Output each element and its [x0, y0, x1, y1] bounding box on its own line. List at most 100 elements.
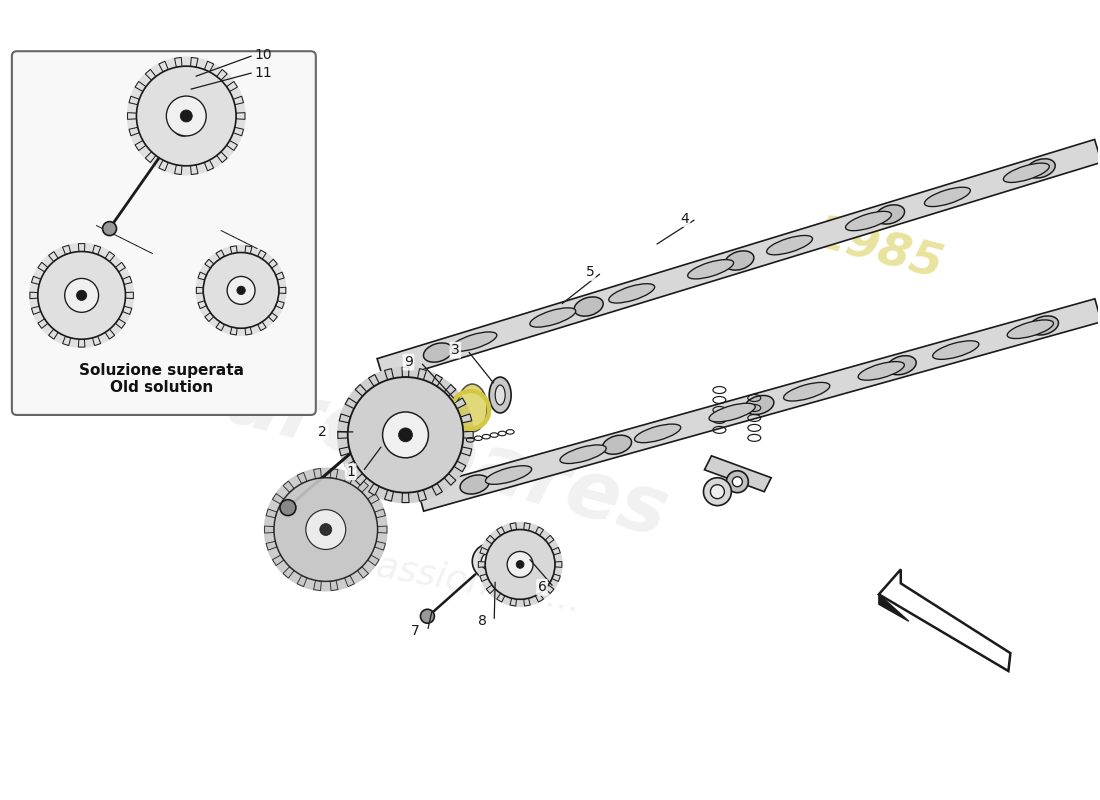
- Circle shape: [711, 485, 725, 498]
- Polygon shape: [216, 250, 224, 259]
- Circle shape: [398, 428, 412, 442]
- Polygon shape: [454, 398, 466, 409]
- Polygon shape: [478, 562, 485, 567]
- Polygon shape: [266, 509, 277, 518]
- Polygon shape: [339, 414, 351, 423]
- Polygon shape: [233, 96, 243, 105]
- Text: 8: 8: [477, 614, 486, 628]
- Polygon shape: [175, 165, 182, 174]
- Circle shape: [227, 277, 255, 304]
- Polygon shape: [431, 483, 442, 495]
- Circle shape: [65, 278, 99, 312]
- Polygon shape: [245, 327, 252, 335]
- Polygon shape: [536, 527, 543, 535]
- Ellipse shape: [688, 259, 734, 279]
- Circle shape: [733, 477, 742, 486]
- Polygon shape: [375, 509, 385, 518]
- Ellipse shape: [725, 251, 754, 270]
- Polygon shape: [297, 575, 307, 586]
- Polygon shape: [48, 252, 58, 262]
- Circle shape: [485, 530, 556, 599]
- Text: 11: 11: [254, 66, 272, 80]
- Polygon shape: [402, 493, 409, 502]
- Text: 2: 2: [318, 425, 327, 439]
- Ellipse shape: [887, 356, 916, 374]
- Circle shape: [420, 610, 434, 623]
- Text: 5: 5: [585, 266, 594, 279]
- Polygon shape: [122, 276, 132, 285]
- Polygon shape: [345, 461, 358, 472]
- Polygon shape: [368, 374, 379, 386]
- Circle shape: [77, 290, 87, 301]
- Polygon shape: [375, 542, 385, 550]
- Polygon shape: [205, 259, 213, 268]
- Circle shape: [383, 412, 428, 458]
- Ellipse shape: [458, 384, 487, 432]
- FancyBboxPatch shape: [12, 51, 316, 415]
- Polygon shape: [879, 594, 909, 622]
- Circle shape: [507, 551, 534, 578]
- Polygon shape: [377, 526, 387, 533]
- Polygon shape: [367, 555, 380, 566]
- Ellipse shape: [1003, 163, 1049, 182]
- Polygon shape: [480, 574, 488, 582]
- Polygon shape: [78, 244, 85, 252]
- Polygon shape: [205, 313, 213, 322]
- Circle shape: [180, 110, 192, 122]
- Text: 3: 3: [451, 343, 460, 357]
- Polygon shape: [245, 246, 252, 254]
- Ellipse shape: [608, 284, 654, 303]
- Ellipse shape: [846, 211, 891, 230]
- Polygon shape: [879, 570, 1011, 671]
- Polygon shape: [283, 481, 294, 492]
- Polygon shape: [283, 566, 294, 578]
- Polygon shape: [37, 319, 47, 328]
- Polygon shape: [552, 547, 560, 555]
- Polygon shape: [385, 490, 394, 501]
- Polygon shape: [279, 287, 286, 294]
- Polygon shape: [330, 469, 338, 478]
- Polygon shape: [510, 598, 517, 606]
- Circle shape: [478, 522, 562, 606]
- Polygon shape: [524, 598, 530, 606]
- Polygon shape: [536, 594, 543, 602]
- Text: 1985: 1985: [810, 212, 948, 290]
- Polygon shape: [128, 113, 136, 119]
- Polygon shape: [116, 262, 125, 272]
- Polygon shape: [344, 473, 354, 484]
- Polygon shape: [236, 113, 245, 119]
- Polygon shape: [497, 527, 505, 535]
- Polygon shape: [554, 562, 562, 567]
- Polygon shape: [418, 490, 427, 501]
- Circle shape: [128, 57, 245, 174]
- Polygon shape: [297, 473, 307, 484]
- Circle shape: [166, 96, 206, 136]
- Ellipse shape: [933, 341, 979, 359]
- Polygon shape: [265, 526, 274, 533]
- Polygon shape: [497, 594, 505, 602]
- Polygon shape: [546, 585, 554, 594]
- Ellipse shape: [485, 466, 531, 484]
- Ellipse shape: [495, 385, 505, 405]
- Text: 4: 4: [680, 212, 689, 226]
- Polygon shape: [314, 469, 321, 478]
- Polygon shape: [417, 298, 1100, 511]
- Circle shape: [704, 478, 732, 506]
- Polygon shape: [268, 313, 277, 322]
- Polygon shape: [158, 160, 168, 170]
- Polygon shape: [116, 319, 125, 328]
- Polygon shape: [461, 447, 472, 456]
- Circle shape: [136, 66, 236, 166]
- Text: eurospares: eurospares: [165, 346, 676, 554]
- Ellipse shape: [451, 332, 497, 351]
- Ellipse shape: [560, 445, 606, 463]
- Polygon shape: [552, 574, 560, 582]
- Polygon shape: [37, 262, 47, 272]
- Text: 9: 9: [404, 355, 412, 369]
- Ellipse shape: [574, 297, 603, 316]
- Polygon shape: [480, 547, 488, 555]
- Polygon shape: [344, 575, 354, 586]
- Circle shape: [338, 367, 473, 502]
- Ellipse shape: [490, 377, 512, 413]
- Polygon shape: [402, 367, 409, 377]
